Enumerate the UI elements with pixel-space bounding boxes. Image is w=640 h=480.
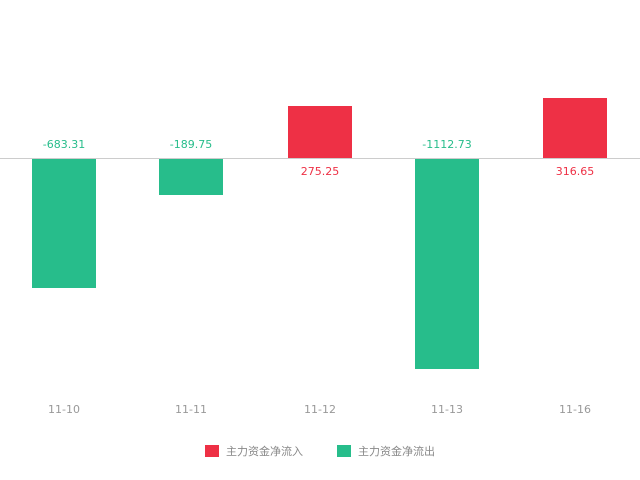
bar-11-12[interactable] (288, 106, 352, 158)
legend-label-inflow: 主力资金净流入 (226, 445, 303, 458)
value-label-11-13: -1112.73 (422, 138, 472, 151)
chart-legend: 主力资金净流入 主力资金净流出 (0, 443, 640, 459)
outflow-swatch-icon (337, 445, 351, 457)
bar-11-11[interactable] (159, 159, 223, 195)
value-label-11-11: -189.75 (169, 138, 213, 151)
legend-label-outflow: 主力资金净流出 (358, 445, 435, 458)
legend-item-outflow[interactable]: 主力资金净流出 (337, 443, 435, 459)
bar-11-16[interactable] (543, 98, 607, 158)
value-label-11-16: 316.65 (555, 165, 595, 178)
bar-11-10[interactable] (32, 159, 96, 288)
x-tick-label-11-13: 11-13 (431, 403, 463, 416)
x-tick-label-11-10: 11-10 (48, 403, 80, 416)
bar-11-13[interactable] (415, 159, 479, 369)
zero-axis-line (0, 158, 640, 159)
value-label-11-12: 275.25 (300, 165, 340, 178)
x-tick-label-11-16: 11-16 (559, 403, 591, 416)
x-tick-label-11-11: 11-11 (175, 403, 207, 416)
inflow-swatch-icon (205, 445, 219, 457)
value-label-11-10: -683.31 (42, 138, 86, 151)
x-tick-label-11-12: 11-12 (304, 403, 336, 416)
legend-item-inflow[interactable]: 主力资金净流入 (205, 443, 303, 459)
